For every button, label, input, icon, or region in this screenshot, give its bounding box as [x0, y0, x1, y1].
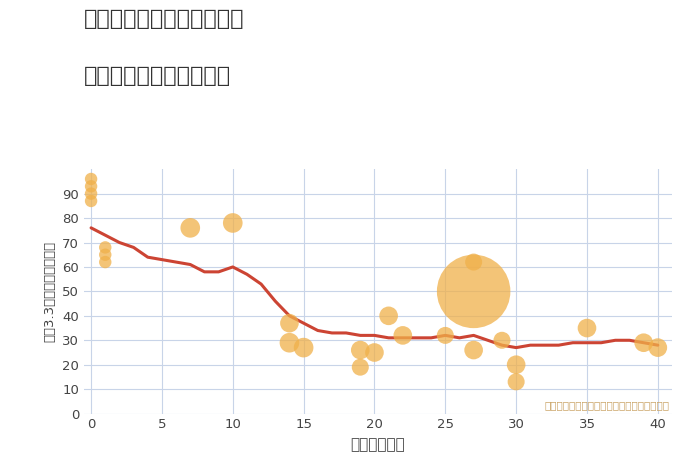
Point	[582, 324, 593, 332]
Point	[383, 312, 394, 320]
Point	[468, 346, 480, 354]
Point	[510, 378, 522, 385]
Point	[99, 251, 111, 258]
Point	[355, 346, 366, 354]
Point	[468, 288, 480, 295]
Point	[85, 197, 97, 205]
Point	[468, 258, 480, 266]
Point	[228, 219, 239, 227]
Point	[185, 224, 196, 232]
Point	[652, 344, 664, 352]
Point	[298, 344, 309, 352]
Point	[496, 337, 507, 344]
Text: 円の大きさは、取引のあった物件面積を示す: 円の大きさは、取引のあった物件面積を示す	[544, 400, 669, 410]
Point	[99, 258, 111, 266]
Point	[355, 363, 366, 371]
Point	[284, 339, 295, 346]
Point	[440, 332, 451, 339]
Point	[510, 361, 522, 368]
Point	[85, 182, 97, 190]
Point	[99, 243, 111, 251]
X-axis label: 築年数（年）: 築年数（年）	[351, 437, 405, 452]
Point	[397, 332, 408, 339]
Point	[85, 175, 97, 183]
Point	[85, 190, 97, 197]
Text: 築年数別中古戸建て価格: 築年数別中古戸建て価格	[84, 66, 231, 86]
Point	[369, 349, 380, 356]
Text: 奈良県大和郡山市番条町の: 奈良県大和郡山市番条町の	[84, 9, 244, 30]
Y-axis label: 坪（3.3㎡）単価（万円）: 坪（3.3㎡）単価（万円）	[43, 241, 57, 342]
Point	[284, 320, 295, 327]
Point	[638, 339, 650, 346]
